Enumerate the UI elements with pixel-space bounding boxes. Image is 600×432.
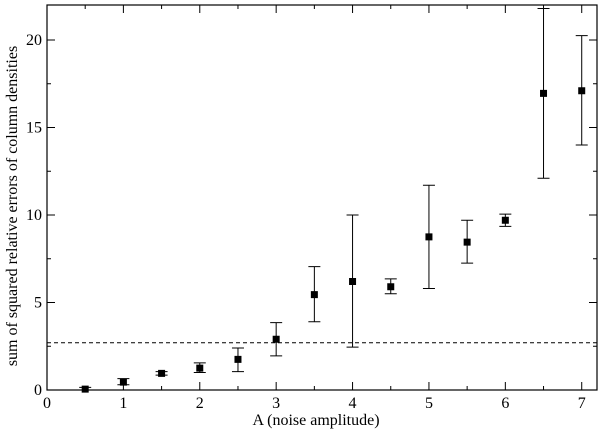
y-tick-label: 15 bbox=[26, 120, 42, 137]
x-tick-label: 1 bbox=[119, 395, 127, 412]
x-tick-label: 2 bbox=[196, 395, 204, 412]
data-point bbox=[196, 364, 204, 372]
plot-frame-group bbox=[46, 4, 598, 391]
tick-labels-group: 0 1 2 3 4 5 6 7 0 5 10 15 20 bbox=[26, 32, 586, 412]
y-tick-label: 10 bbox=[26, 207, 42, 224]
data-point bbox=[234, 355, 242, 363]
data-point bbox=[119, 378, 127, 386]
x-axis-label: A (noise amplitude) bbox=[252, 412, 379, 429]
x-tick-label: 5 bbox=[425, 395, 433, 412]
data-point bbox=[272, 335, 280, 343]
data-point bbox=[81, 385, 89, 393]
x-tick-label: 7 bbox=[578, 395, 586, 412]
data-point bbox=[578, 87, 586, 95]
ticks-group bbox=[46, 5, 597, 391]
data-point bbox=[425, 233, 433, 241]
x-tick-label: 0 bbox=[43, 395, 51, 412]
y-tick-label: 0 bbox=[34, 382, 42, 399]
data-points-group bbox=[81, 87, 586, 393]
data-point bbox=[463, 238, 471, 246]
y-tick-label: 5 bbox=[34, 295, 42, 312]
data-point bbox=[540, 89, 548, 97]
x-tick-label: 4 bbox=[349, 395, 357, 412]
y-axis-label: sum of squared relative errors of column… bbox=[4, 46, 21, 366]
data-point bbox=[349, 278, 357, 285]
x-tick-label: 6 bbox=[501, 395, 509, 412]
plot-frame bbox=[46, 4, 598, 391]
data-point bbox=[158, 369, 166, 377]
data-point bbox=[387, 283, 395, 291]
data-point bbox=[310, 291, 318, 299]
y-tick-label: 20 bbox=[26, 32, 42, 49]
data-point bbox=[501, 216, 509, 224]
x-tick-label: 3 bbox=[272, 395, 280, 412]
error-bars-group bbox=[79, 8, 588, 391]
